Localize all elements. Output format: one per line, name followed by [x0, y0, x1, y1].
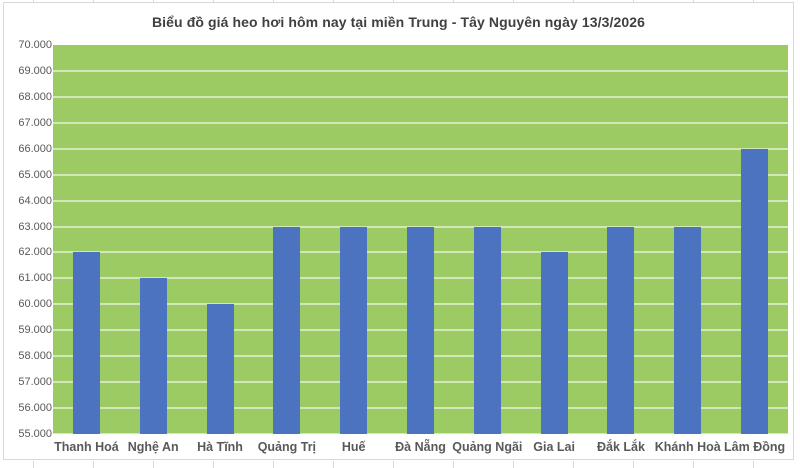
sheet-cell-border-tick	[753, 0, 754, 2]
sheet-cell-border-tick	[213, 0, 214, 2]
bar-hue[interactable]	[340, 226, 368, 434]
y-axis-tick-label: 59.000	[18, 324, 52, 337]
chart-frame[interactable]: Biểu đồ giá heo hơi hôm nay tại miền Tru…	[3, 2, 794, 460]
y-axis-tick-label: 63.000	[18, 220, 52, 233]
bar-ha-tinh[interactable]	[206, 304, 234, 434]
gridline	[53, 147, 788, 150]
y-axis-tick-label: 66.000	[18, 142, 52, 155]
y-axis-tick-label: 64.000	[18, 194, 52, 207]
x-axis-category-label: Thanh Hoá	[54, 440, 119, 454]
x-axis-category-label: Huế	[341, 440, 366, 454]
sheet-cell-border-tick	[33, 0, 34, 2]
y-axis-tick-label: 58.000	[18, 350, 52, 363]
sheet-cell-border-tick	[333, 0, 334, 2]
chart-title: Biểu đồ giá heo hơi hôm nay tại miền Tru…	[151, 14, 646, 30]
y-axis-tick-label: 56.000	[18, 402, 52, 415]
y-axis-tick-label: 62.000	[18, 246, 52, 259]
y-axis-tick-label: 61.000	[18, 272, 52, 285]
bar-khanh-hoa[interactable]	[674, 226, 702, 434]
x-axis-category-label: Đà Nẵng	[395, 440, 446, 454]
x-axis-category-label: Nghệ An	[127, 440, 179, 454]
sheet-cell-border-tick	[273, 0, 274, 2]
bar-nghe-an[interactable]	[139, 278, 167, 434]
x-axis-category-label: Quảng Ngãi	[452, 440, 523, 454]
x-axis-category-label: Gia Lai	[533, 440, 575, 454]
sheet-cell-border-tick	[153, 0, 154, 2]
sheet-cell-border-tick	[753, 461, 754, 468]
sheet-cell-border-tick	[153, 461, 154, 468]
sheet-cell-border-tick	[513, 0, 514, 2]
sheet-cell-border-tick	[513, 461, 514, 468]
sheet-cell-border-tick	[273, 461, 274, 468]
sheet-cell-border-tick	[633, 0, 634, 2]
bar-quang-ngai[interactable]	[473, 226, 501, 434]
y-axis-tick-label: 55.000	[18, 428, 52, 440]
sheet-cell-border-tick	[213, 461, 214, 468]
sheet-cell-border-tick	[573, 0, 574, 2]
gridline	[53, 433, 788, 435]
y-axis-tick-label: 57.000	[18, 376, 52, 389]
gridline	[53, 173, 788, 176]
y-axis-tick-label: 68.000	[18, 90, 52, 103]
x-axis-category-label: Lâm Đồng	[724, 440, 786, 454]
gridline	[53, 95, 788, 98]
bar-quang-tri[interactable]	[273, 226, 301, 434]
bar--a-nang[interactable]	[407, 226, 434, 434]
sheet-cell-border-tick	[453, 461, 454, 468]
bar-gia-lai[interactable]	[540, 252, 568, 434]
y-axis-tick-label: 70.000	[18, 39, 52, 51]
gridline	[53, 199, 788, 202]
bar-lam-ong[interactable]	[741, 148, 769, 434]
y-axis-tick-label: 67.000	[18, 116, 52, 129]
sheet-cell-border-tick	[693, 461, 694, 468]
sheet-cell-border-tick	[33, 461, 34, 468]
sheet-cell-border-tick	[453, 0, 454, 2]
sheet-cell-border-tick	[573, 461, 574, 468]
y-axis-tick-label: 60.000	[18, 298, 52, 311]
plot-area	[53, 45, 788, 435]
gridline	[53, 121, 788, 124]
sheet-cell-border-tick	[93, 461, 94, 468]
sheet-cell-border-tick	[693, 0, 694, 2]
sheet-cell-border-tick	[333, 461, 334, 468]
sheet-cell-border-tick	[93, 0, 94, 2]
x-axis-category-label: Quảng Trị	[257, 440, 317, 454]
x-axis-category-label: Khánh Hoà	[654, 440, 721, 454]
sheet-cell-border-tick	[633, 461, 634, 468]
y-axis-tick-label: 65.000	[18, 168, 52, 181]
y-axis-tick-label: 69.000	[18, 64, 52, 77]
sheet-cell-border-tick	[393, 0, 394, 2]
sheet-cell-border-tick	[393, 461, 394, 468]
gridline	[53, 69, 788, 72]
x-axis-category-label: Đắk Lắk	[596, 440, 645, 454]
x-axis-category-label: Hà Tĩnh	[197, 440, 243, 454]
bar--ak-lak[interactable]	[607, 226, 635, 434]
bar-thanh-hoa[interactable]	[72, 252, 100, 434]
